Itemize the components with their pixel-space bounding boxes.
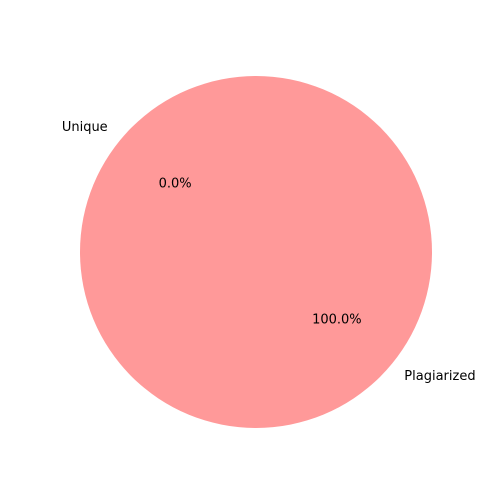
slice-label-unique: Unique [62, 120, 108, 135]
pie-labels: Unique 0.0% Plagiarized 100.0% [62, 120, 476, 384]
pie-slice-plagiarized [80, 76, 432, 428]
pie-slices [80, 76, 432, 428]
slice-label-plagiarized: Plagiarized [404, 369, 475, 384]
slice-percent-unique: 0.0% [159, 177, 192, 192]
slice-percent-plagiarized: 100.0% [312, 312, 362, 327]
